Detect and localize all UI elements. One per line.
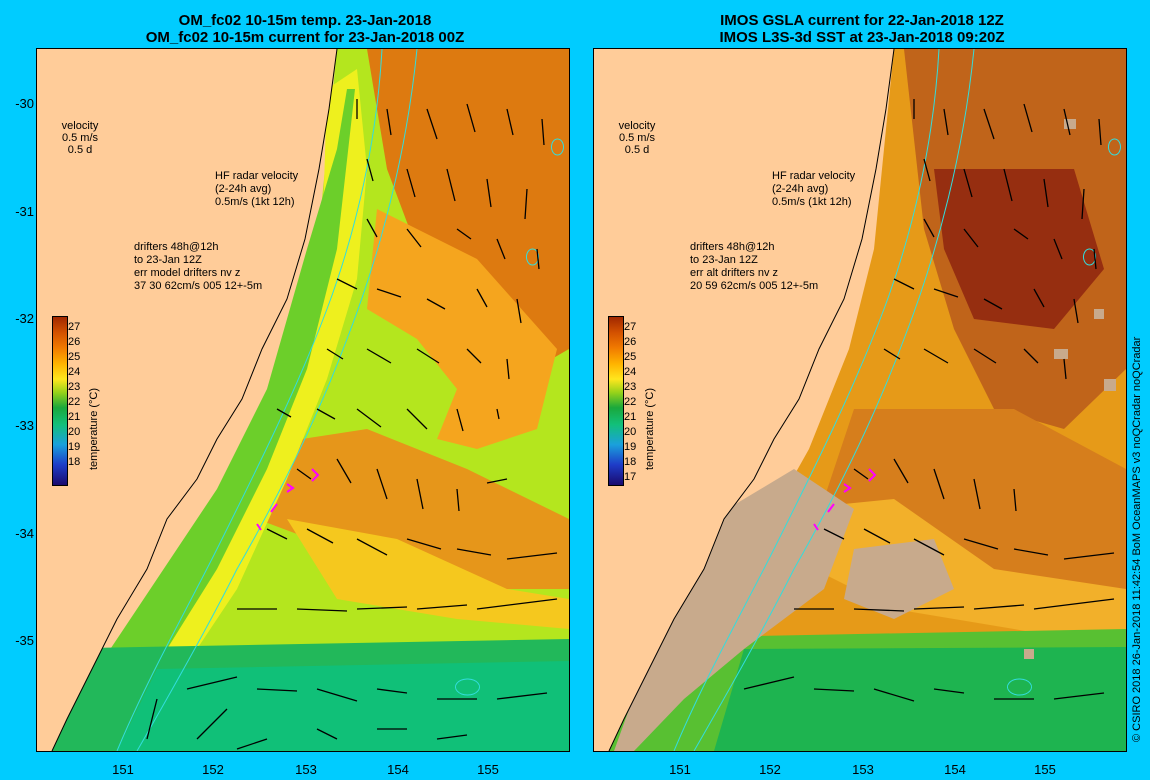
left-cbar-label: 20 <box>68 426 81 438</box>
left-velocity-label: velocity <box>61 120 99 132</box>
right-x-tick-154: 154 <box>944 762 966 777</box>
left-drifter-line-2: to 23-Jan 12Z <box>134 254 202 266</box>
right-cbar-label: 17 <box>624 471 637 483</box>
left-drifter-legend: drifters 48h@12h to 23-Jan 12Z err model… <box>134 241 262 293</box>
left-y-tick-32: -32 <box>15 311 34 326</box>
right-cbar-label: 22 <box>624 396 637 408</box>
right-drifter-line-3: err alt drifters nv z <box>690 267 779 279</box>
right-drifter-line-1: drifters 48h@12h <box>690 241 775 253</box>
left-y-tick-35: -35 <box>15 633 34 648</box>
left-hf-radar-line-2: (2-24h avg) <box>215 183 272 195</box>
left-x-tick-151: 151 <box>112 762 134 777</box>
right-cbar-label: 18 <box>624 456 637 468</box>
right-cbar-label: 19 <box>624 441 637 453</box>
left-x-tick-154: 154 <box>387 762 409 777</box>
right-cbar-label: 24 <box>624 366 637 378</box>
right-velocity-duration: 0.5 d <box>624 144 650 156</box>
left-x-tick-153: 153 <box>295 762 317 777</box>
left-cbar-label: 26 <box>68 336 81 348</box>
left-velocity-duration: 0.5 d <box>67 144 93 156</box>
left-x-tick-155: 155 <box>477 762 499 777</box>
left-colorbar-labels: 27 26 25 24 23 22 21 20 19 18 <box>68 320 80 470</box>
left-drifter-line-3: err model drifters nv z <box>134 267 241 279</box>
right-drifter-line-4: 20 59 62cm/s 005 12+-5m <box>690 280 819 292</box>
left-hf-radar-line-1: HF radar velocity <box>215 170 299 182</box>
right-cbar-label: 25 <box>624 351 637 363</box>
right-drifter-legend: drifters 48h@12h to 23-Jan 12Z err alt d… <box>690 241 818 293</box>
left-x-tick-152: 152 <box>202 762 224 777</box>
left-cbar-label: 24 <box>68 366 81 378</box>
right-colorbar <box>608 316 624 486</box>
right-map-graphic <box>594 49 1126 751</box>
left-cbar-label: 21 <box>68 411 81 423</box>
right-hf-radar-line-3: 0.5m/s (1kt 12h) <box>772 196 852 208</box>
left-title-line-2: OM_fc02 10-15m current for 23-Jan-2018 0… <box>145 29 465 46</box>
right-title-line-2: IMOS L3S-3d SST at 23-Jan-2018 09:20Z <box>719 29 1005 46</box>
right-panel-title: IMOS GSLA current for 22-Jan-2018 12Z IM… <box>597 12 1127 46</box>
right-x-tick-155: 155 <box>1034 762 1056 777</box>
left-cbar-label: 19 <box>68 441 81 453</box>
left-hf-radar-line-3: 0.5m/s (1kt 12h) <box>215 196 295 208</box>
right-cbar-label: 27 <box>624 321 637 333</box>
right-colorbar-unit: temperature (°C) <box>644 387 656 470</box>
right-velocity-speed: 0.5 m/s <box>618 132 656 144</box>
right-cbar-label: 23 <box>624 381 637 393</box>
left-cbar-label: 27 <box>68 321 81 333</box>
left-y-tick-33: -33 <box>15 418 34 433</box>
right-velocity-label: velocity <box>618 120 656 132</box>
right-cbar-label: 26 <box>624 336 637 348</box>
right-x-tick-152: 152 <box>759 762 781 777</box>
right-x-tick-151: 151 <box>669 762 691 777</box>
right-title-line-1: IMOS GSLA current for 22-Jan-2018 12Z <box>720 12 1004 29</box>
left-map-panel <box>36 48 570 752</box>
left-panel-title: OM_fc02 10-15m temp. 23-Jan-2018 OM_fc02… <box>40 12 570 46</box>
right-colorbar-labels: 27 26 25 24 23 22 21 20 19 18 17 <box>624 320 636 485</box>
right-hf-radar-line-1: HF radar velocity <box>772 170 856 182</box>
right-hf-radar-legend: HF radar velocity (2-24h avg) 0.5m/s (1k… <box>772 170 855 209</box>
left-title-line-1: OM_fc02 10-15m temp. 23-Jan-2018 <box>178 12 432 29</box>
right-cbar-label: 20 <box>624 426 637 438</box>
left-hf-radar-legend: HF radar velocity (2-24h avg) 0.5m/s (1k… <box>215 170 298 209</box>
right-hf-radar-line-2: (2-24h avg) <box>772 183 829 195</box>
left-colorbar-unit: temperature (°C) <box>88 387 100 470</box>
left-drifter-line-4: 37 30 62cm/s 005 12+-5m <box>134 280 263 292</box>
left-y-tick-30: -30 <box>15 96 34 111</box>
left-velocity-arrows <box>146 99 558 750</box>
left-velocity-legend: velocity 0.5 m/s 0.5 d <box>52 120 108 156</box>
left-cbar-label: 18 <box>68 456 81 468</box>
right-map-panel <box>593 48 1127 752</box>
right-drifter-line-2: to 23-Jan 12Z <box>690 254 758 266</box>
left-cbar-label: 25 <box>68 351 81 363</box>
left-colorbar <box>52 316 68 486</box>
left-velocity-speed: 0.5 m/s <box>61 132 99 144</box>
left-cbar-label: 22 <box>68 396 81 408</box>
left-map-graphic <box>37 49 569 751</box>
right-velocity-legend: velocity 0.5 m/s 0.5 d <box>609 120 665 156</box>
right-x-tick-153: 153 <box>852 762 874 777</box>
left-y-tick-31: -31 <box>15 204 34 219</box>
right-cbar-label: 21 <box>624 411 637 423</box>
right-velocity-arrows <box>743 99 1115 702</box>
left-cbar-label: 23 <box>68 381 81 393</box>
left-drifter-line-1: drifters 48h@12h <box>134 241 219 253</box>
left-y-tick-34: -34 <box>15 526 34 541</box>
credit-line: © CSIRO 2018 26-Jan-2018 11:42:54 BoM Oc… <box>1131 336 1143 742</box>
